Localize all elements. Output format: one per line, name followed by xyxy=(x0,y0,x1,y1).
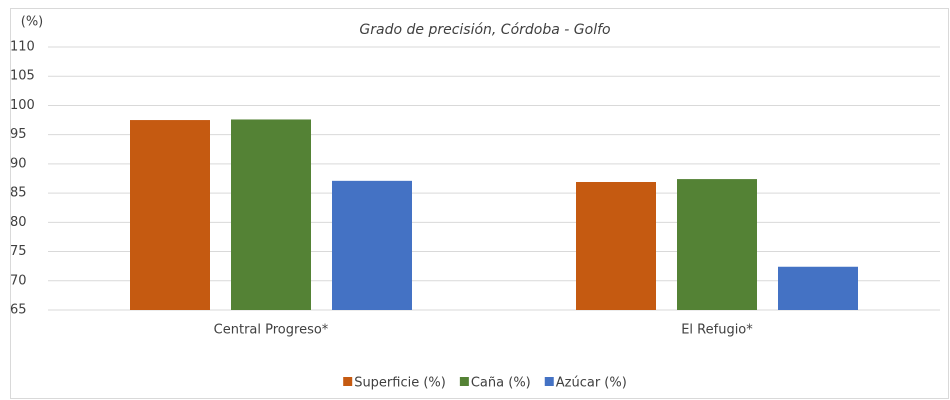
y-tick-label: 90 xyxy=(10,156,27,171)
y-tick-label: 100 xyxy=(10,98,35,113)
y-axis-label: (%) xyxy=(21,15,44,30)
legend-label: Caña (%) xyxy=(471,376,531,391)
x-tick-label: Central Progreso* xyxy=(214,323,329,338)
y-tick-label: 80 xyxy=(10,215,27,230)
legend-swatch xyxy=(459,377,469,386)
y-tick-label: 95 xyxy=(10,127,27,142)
y-tick-label: 75 xyxy=(10,244,27,259)
bar xyxy=(778,266,858,310)
legend-label: Superficie (%) xyxy=(354,376,446,391)
bar xyxy=(231,119,311,311)
bar xyxy=(576,182,656,310)
y-tick-label: 105 xyxy=(10,69,35,84)
legend-swatch xyxy=(343,377,353,386)
y-tick-label: 65 xyxy=(10,303,27,318)
y-tick-label: 85 xyxy=(10,186,27,201)
x-tick-label: El Refugio* xyxy=(681,323,753,338)
y-tick-label: 110 xyxy=(10,40,35,55)
bar xyxy=(677,179,757,310)
y-tick-label: 70 xyxy=(10,273,27,288)
legend-label: Azúcar (%) xyxy=(556,376,627,391)
bar xyxy=(332,180,412,310)
legend-swatch xyxy=(544,377,554,386)
chart-title: Grado de precisión, Córdoba - Golfo xyxy=(359,22,610,38)
bar xyxy=(130,120,210,310)
